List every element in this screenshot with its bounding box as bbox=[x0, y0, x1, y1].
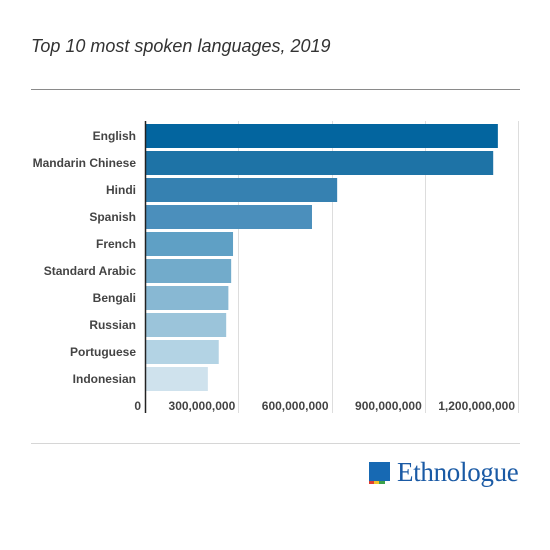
tick-label: 1,200,000,000 bbox=[438, 399, 515, 413]
logo-square-icon bbox=[369, 461, 390, 484]
tick-label: 0 bbox=[134, 399, 141, 413]
logo-text: Ethnologue bbox=[397, 457, 519, 487]
tick-labels: 0 300,000,000 600,000,000 900,000,000 1,200,… bbox=[134, 399, 515, 413]
chart-title: Top 10 most spoken languages, 2019 bbox=[31, 36, 331, 56]
bar bbox=[146, 367, 208, 391]
category-label: Portuguese bbox=[70, 345, 136, 359]
tick-label: 300,000,000 bbox=[169, 399, 236, 413]
bar bbox=[146, 178, 338, 202]
bar bbox=[146, 124, 498, 148]
category-label: French bbox=[96, 237, 136, 251]
category-label: Mandarin Chinese bbox=[33, 156, 137, 170]
ethnologue-logo: Ethnologue bbox=[369, 457, 519, 487]
category-labels: English Mandarin Chinese Hindi Spanish Frenc… bbox=[33, 129, 137, 386]
bar bbox=[146, 205, 312, 229]
bar bbox=[146, 151, 494, 175]
footer-divider bbox=[31, 443, 520, 444]
bar bbox=[146, 232, 234, 256]
category-label: Spanish bbox=[89, 210, 136, 224]
category-label: Bengali bbox=[93, 291, 136, 305]
category-label: Russian bbox=[89, 318, 136, 332]
bar bbox=[146, 340, 219, 364]
tick-label: 600,000,000 bbox=[262, 399, 329, 413]
bar bbox=[146, 286, 229, 310]
title-divider bbox=[31, 89, 520, 90]
bars bbox=[146, 124, 498, 391]
tick-label: 900,000,000 bbox=[355, 399, 422, 413]
category-label: Indonesian bbox=[73, 372, 136, 386]
category-label: Standard Arabic bbox=[44, 264, 137, 278]
bar-chart: English Mandarin Chinese Hindi Spanish Frenc… bbox=[33, 121, 519, 413]
category-label: Hindi bbox=[106, 183, 136, 197]
bar bbox=[146, 259, 232, 283]
bar bbox=[146, 313, 227, 337]
category-label: English bbox=[93, 129, 136, 143]
